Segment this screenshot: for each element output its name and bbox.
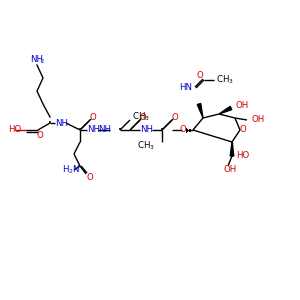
- Text: HN: HN: [179, 83, 192, 92]
- Text: CH$_3$: CH$_3$: [137, 140, 155, 152]
- Text: •: •: [233, 138, 235, 142]
- Text: O: O: [172, 112, 178, 122]
- Text: O: O: [87, 172, 93, 182]
- Polygon shape: [219, 106, 232, 114]
- Text: H$_2$N: H$_2$N: [62, 164, 80, 176]
- Text: •: •: [194, 126, 196, 130]
- Text: HO: HO: [8, 125, 21, 134]
- Text: O: O: [37, 130, 44, 140]
- Text: •: •: [78, 127, 82, 133]
- Text: $_2$: $_2$: [40, 58, 45, 66]
- Polygon shape: [230, 142, 234, 156]
- Text: NH: NH: [55, 118, 68, 127]
- Text: NH: NH: [30, 56, 43, 64]
- Text: OH: OH: [224, 166, 237, 175]
- Text: NH: NH: [87, 125, 100, 134]
- Text: •: •: [48, 120, 52, 126]
- Text: O: O: [180, 124, 186, 134]
- Text: NH: NH: [140, 125, 153, 134]
- Text: O: O: [140, 112, 146, 122]
- Text: CH$_3$: CH$_3$: [132, 111, 150, 123]
- Text: CH$_3$: CH$_3$: [216, 74, 234, 86]
- Text: NH: NH: [98, 125, 111, 134]
- Text: OH: OH: [251, 116, 264, 124]
- Text: •: •: [118, 127, 122, 133]
- Text: O: O: [240, 125, 246, 134]
- Text: OH: OH: [235, 101, 248, 110]
- Polygon shape: [197, 103, 203, 118]
- Text: HO: HO: [236, 152, 249, 160]
- Text: O: O: [90, 113, 96, 122]
- Text: O: O: [196, 70, 203, 80]
- Text: •: •: [160, 127, 164, 133]
